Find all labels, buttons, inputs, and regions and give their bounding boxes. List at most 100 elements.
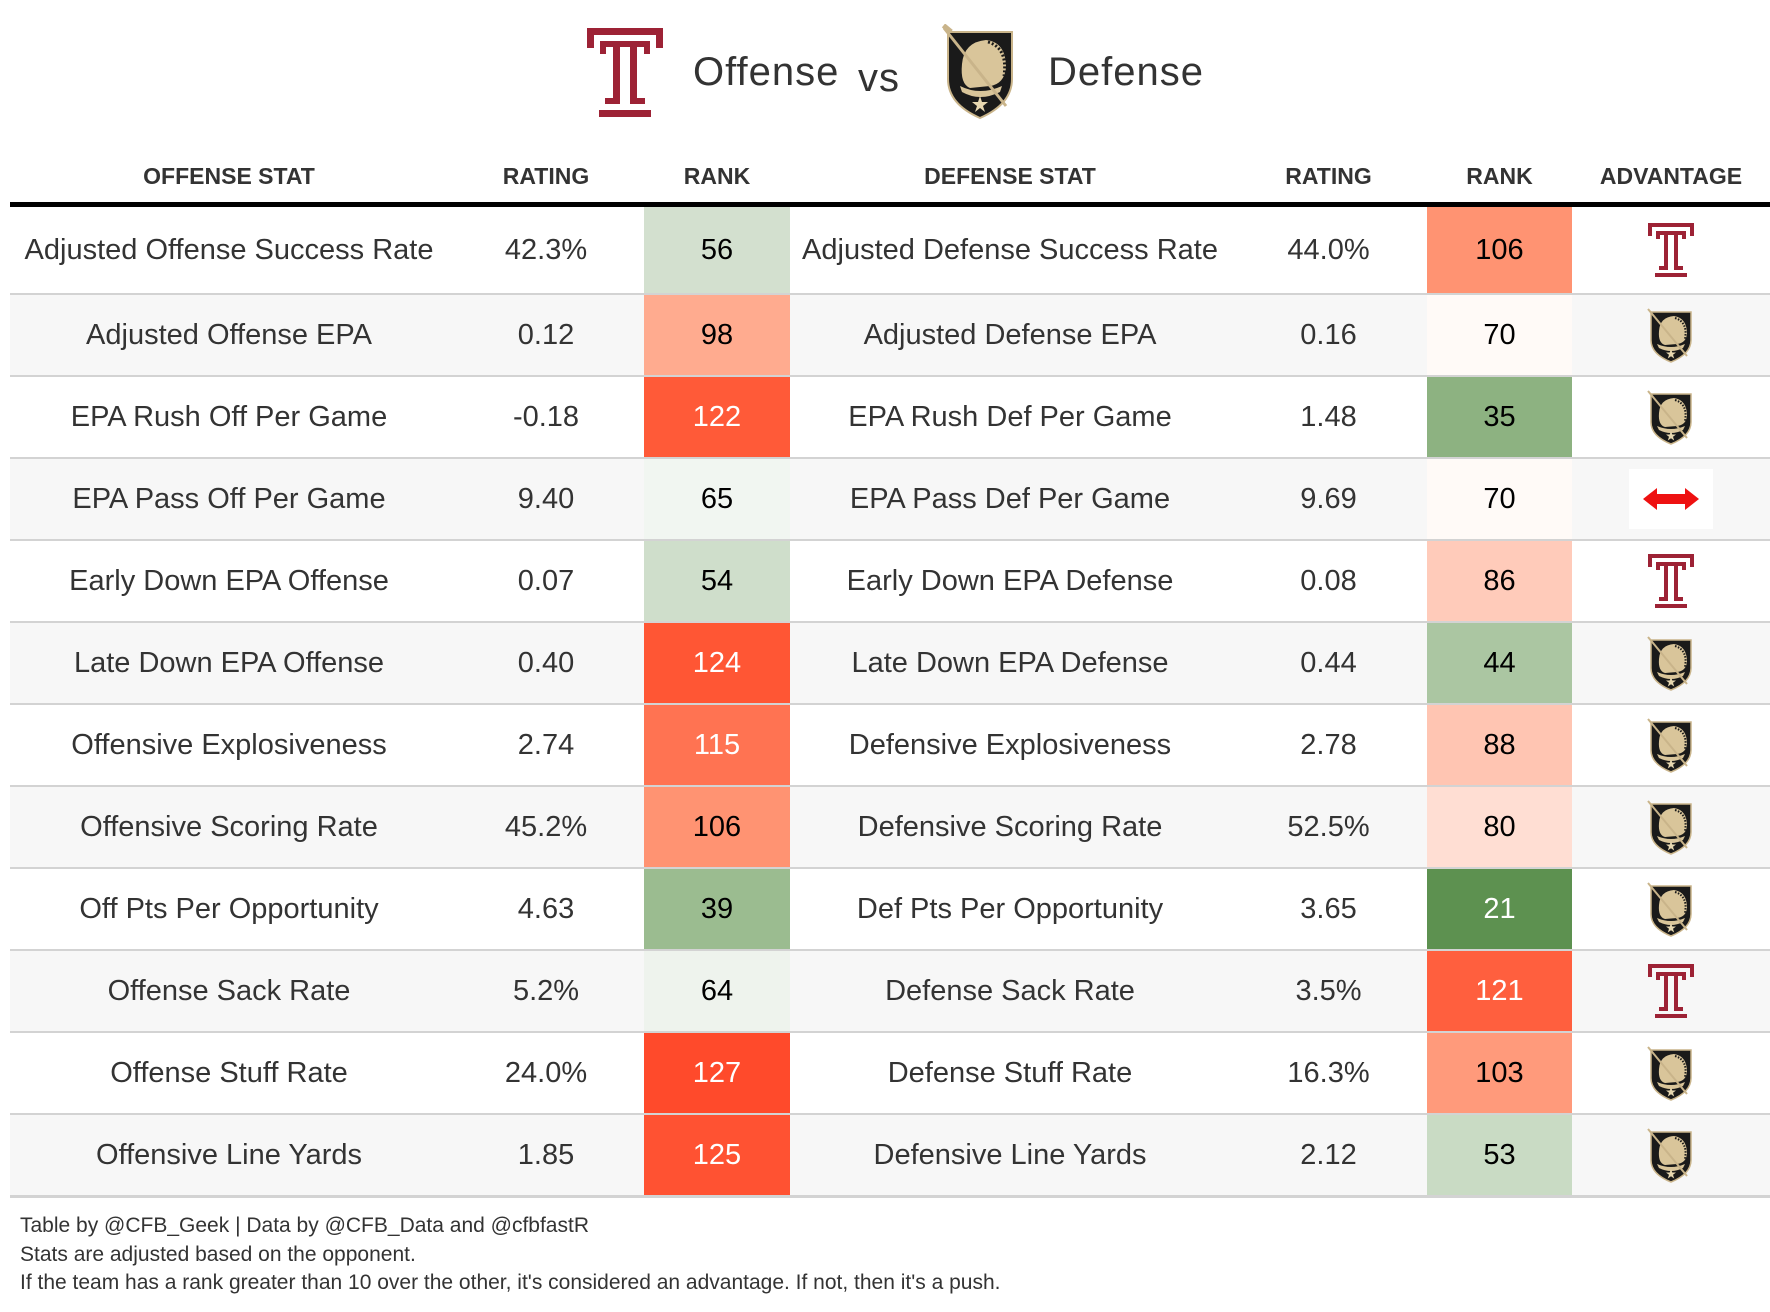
defense-rating-cell: 0.08 (1230, 540, 1427, 623)
advantage-cell (1572, 786, 1770, 869)
offense-stat-cell: Offense Sack Rate (10, 950, 448, 1033)
temple-logo-icon (1648, 964, 1694, 1018)
temple-logo-icon (587, 28, 663, 117)
defense-rank-cell: 121 (1427, 950, 1572, 1033)
matchup-title: Offense vs Defense (0, 22, 1770, 122)
col-offense-rating: RATING (448, 150, 644, 207)
table-row: Offense Sack Rate 5.2% 64 Defense Sack Rate… (10, 950, 1770, 1033)
offense-stat-cell: Offensive Line Yards (10, 1114, 448, 1198)
army-logo-icon (1647, 800, 1692, 855)
defense-rating-cell: 0.44 (1230, 622, 1427, 705)
defense-rank-cell: 70 (1427, 294, 1572, 377)
defense-rating-cell: 2.78 (1230, 704, 1427, 787)
advantage-cell (1572, 1114, 1770, 1198)
table-row: Off Pts Per Opportunity 4.63 39 Def Pts Per… (10, 868, 1770, 951)
offense-stat-cell: Off Pts Per Opportunity (10, 868, 448, 951)
defense-rating-cell: 0.16 (1230, 294, 1427, 377)
defense-rating-cell: 2.12 (1230, 1114, 1427, 1198)
defense-rank-cell: 88 (1427, 704, 1572, 787)
offense-rank-cell: 106 (644, 786, 790, 869)
defense-rank-cell: 106 (1427, 204, 1572, 295)
offense-stat-cell: Late Down EPA Offense (10, 622, 448, 705)
advantage-cell (1572, 704, 1770, 787)
offense-rating-cell: -0.18 (448, 376, 644, 459)
offense-stat-cell: Offense Stuff Rate (10, 1032, 448, 1115)
defense-rank-cell: 44 (1427, 622, 1572, 705)
offense-rank-cell: 39 (644, 868, 790, 951)
offense-rank-cell: 125 (644, 1114, 790, 1198)
offense-rating-cell: 4.63 (448, 868, 644, 951)
offense-rank-cell: 56 (644, 204, 790, 295)
army-logo-icon (1647, 390, 1692, 445)
defense-rating-cell: 3.65 (1230, 868, 1427, 951)
advantage-cell (1572, 622, 1770, 705)
table-row: Adjusted Offense Success Rate 42.3% 56 Adju… (10, 204, 1770, 295)
defense-stat-cell: Def Pts Per Opportunity (790, 868, 1230, 951)
matchup-table: OFFENSE STAT RATING RANK DEFENSE STAT RA… (10, 150, 1770, 1198)
advantage-cell (1572, 540, 1770, 623)
advantage-cell (1572, 376, 1770, 459)
advantage-cell (1572, 950, 1770, 1033)
defense-stat-cell: Adjusted Defense Success Rate (790, 204, 1230, 295)
header-row: OFFENSE STAT RATING RANK DEFENSE STAT RA… (10, 150, 1770, 207)
offense-stat-cell: Offensive Scoring Rate (10, 786, 448, 869)
defense-stat-cell: Late Down EPA Defense (790, 622, 1230, 705)
offense-rating-cell: 2.74 (448, 704, 644, 787)
army-logo-icon (941, 24, 1013, 120)
defense-rating-cell: 16.3% (1230, 1032, 1427, 1115)
defense-stat-cell: Defense Stuff Rate (790, 1032, 1230, 1115)
advantage-cell (1572, 1032, 1770, 1115)
offense-rank-cell: 98 (644, 294, 790, 377)
footer-notes: Table by @CFB_Geek | Data by @CFB_Data a… (20, 1212, 1000, 1298)
offense-rating-cell: 45.2% (448, 786, 644, 869)
col-offense-rank: RANK (644, 150, 790, 207)
defense-stat-cell: EPA Rush Def Per Game (790, 376, 1230, 459)
double-arrow-icon (1643, 488, 1699, 510)
offense-rating-cell: 9.40 (448, 458, 644, 541)
offense-stat-cell: Adjusted Offense Success Rate (10, 204, 448, 295)
offense-rating-cell: 0.12 (448, 294, 644, 377)
offense-rank-cell: 124 (644, 622, 790, 705)
defense-stat-cell: Defensive Line Yards (790, 1114, 1230, 1198)
army-logo-icon (1647, 1046, 1692, 1101)
advantage-cell (1572, 458, 1770, 541)
army-logo-icon (1647, 882, 1692, 937)
defense-rank-cell: 53 (1427, 1114, 1572, 1198)
offense-rating-cell: 24.0% (448, 1032, 644, 1115)
footer-credit: Table by @CFB_Geek | Data by @CFB_Data a… (20, 1214, 589, 1237)
col-advantage: ADVANTAGE (1572, 150, 1770, 207)
col-defense-rating: RATING (1230, 150, 1427, 207)
defense-rating-cell: 1.48 (1230, 376, 1427, 459)
vs-label: vs (858, 56, 900, 100)
offense-rank-cell: 54 (644, 540, 790, 623)
table-row: Adjusted Offense EPA 0.12 98 Adjusted Defen… (10, 294, 1770, 377)
offense-rating-cell: 0.40 (448, 622, 644, 705)
defense-rank-cell: 80 (1427, 786, 1572, 869)
table-row: Offensive Scoring Rate 45.2% 106 Defensive … (10, 786, 1770, 869)
table-row: Offensive Explosiveness 2.74 115 Defensive … (10, 704, 1770, 787)
table-row: EPA Rush Off Per Game -0.18 122 EPA Rush De… (10, 376, 1770, 459)
defense-stat-cell: Adjusted Defense EPA (790, 294, 1230, 377)
army-logo-icon (1647, 308, 1692, 363)
advantage-cell (1572, 204, 1770, 295)
col-offense-stat: OFFENSE STAT (10, 150, 448, 207)
temple-logo-icon (1648, 554, 1694, 608)
defense-stat-cell: Defensive Explosiveness (790, 704, 1230, 787)
defense-rating-cell: 44.0% (1230, 204, 1427, 295)
defense-stat-cell: Defense Sack Rate (790, 950, 1230, 1033)
offense-label: Offense (693, 50, 840, 94)
offense-stat-cell: Adjusted Offense EPA (10, 294, 448, 377)
defense-rating-cell: 9.69 (1230, 458, 1427, 541)
army-logo-icon (1647, 1128, 1692, 1183)
defense-rating-cell: 3.5% (1230, 950, 1427, 1033)
col-defense-stat: DEFENSE STAT (790, 150, 1230, 207)
table-row: Offense Stuff Rate 24.0% 127 Defense Stuff … (10, 1032, 1770, 1115)
offense-stat-cell: Early Down EPA Offense (10, 540, 448, 623)
offense-rank-cell: 122 (644, 376, 790, 459)
offense-stat-cell: Offensive Explosiveness (10, 704, 448, 787)
defense-rank-cell: 21 (1427, 868, 1572, 951)
defense-rank-cell: 70 (1427, 458, 1572, 541)
army-logo-icon (1647, 718, 1692, 773)
offense-rank-cell: 65 (644, 458, 790, 541)
defense-stat-cell: EPA Pass Def Per Game (790, 458, 1230, 541)
